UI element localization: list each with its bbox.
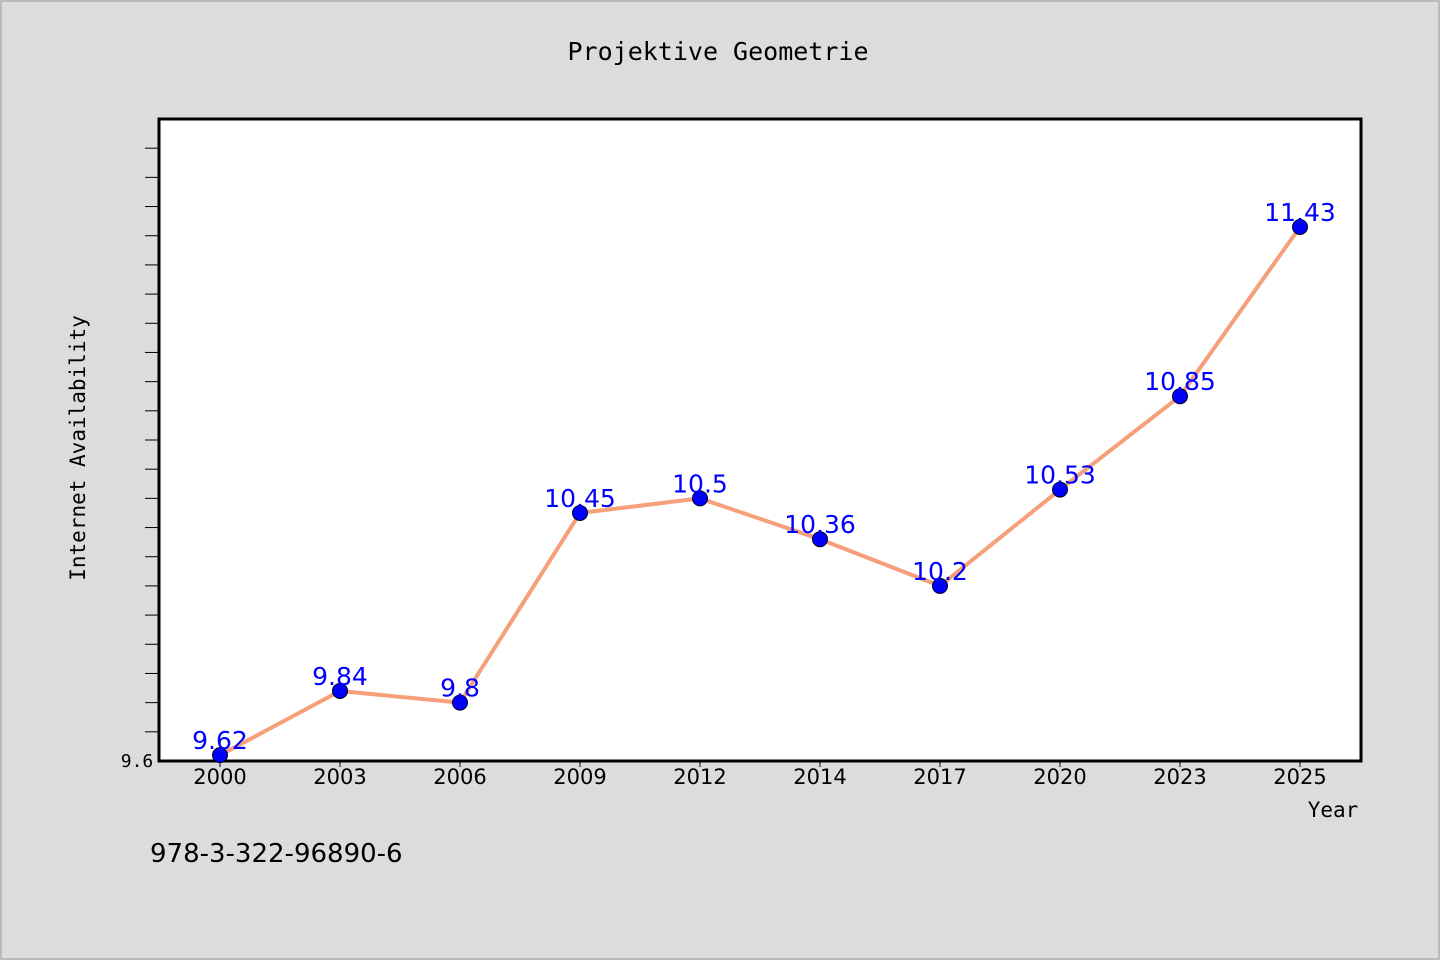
x-tick-label: 2014 [793,765,846,789]
data-point-label: 10.45 [544,484,616,513]
data-point-marker [1292,218,1308,235]
x-tick-label: 2020 [1033,765,1086,789]
chart-title: Projektive Geometrie [567,37,868,66]
data-point-label: 9.84 [312,662,368,691]
data-point-label: 10.2 [912,557,968,586]
x-tick-label: 2017 [913,765,966,789]
data-point-marker [812,531,828,548]
data-point-marker [932,577,948,594]
data-point-marker [572,504,588,521]
x-tick-label: 2023 [1153,765,1206,789]
data-point-label: 10.36 [784,510,856,539]
x-tick-label: 2000 [193,765,246,789]
data-point-marker [452,694,468,711]
plot-area [157,117,1363,763]
data-point-label: 11.43 [1264,198,1336,227]
x-axis-label: Year [1308,798,1359,822]
x-tick-label: 2025 [1273,765,1326,789]
y-axis-label: Internet Availability [66,315,90,581]
data-point-marker [692,490,708,507]
data-point-marker [1172,388,1188,405]
data-point-marker [332,682,348,699]
series-line-group: 9.62 9.84 9.8 10.45 10.5 10.36 10.2 10.53 10.85 1… [192,198,1336,764]
data-point-marker [212,747,228,764]
x-tick-label: 2009 [553,765,606,789]
x-tick-label: 2012 [673,765,726,789]
data-point-label: 10.85 [1144,367,1216,396]
data-point-label: 9.62 [192,726,248,755]
y-axis-ticks [145,147,159,733]
x-axis-ticks: 2000 2003 2006 2009 2012 2014 2017 2020 2023 2025 [193,761,1327,789]
data-point-label: 10.53 [1024,461,1096,490]
data-point-marker [1052,481,1068,498]
x-tick-label: 2006 [433,765,486,789]
x-tick-label: 2003 [313,765,366,789]
series-line [219,225,1302,757]
y-tick-label: 9.6 [121,751,154,772]
isbn-text: 978-3-322-96890-6 [150,839,403,869]
data-point-label: 10.5 [672,469,728,498]
data-point-label: 9.8 [440,674,480,703]
